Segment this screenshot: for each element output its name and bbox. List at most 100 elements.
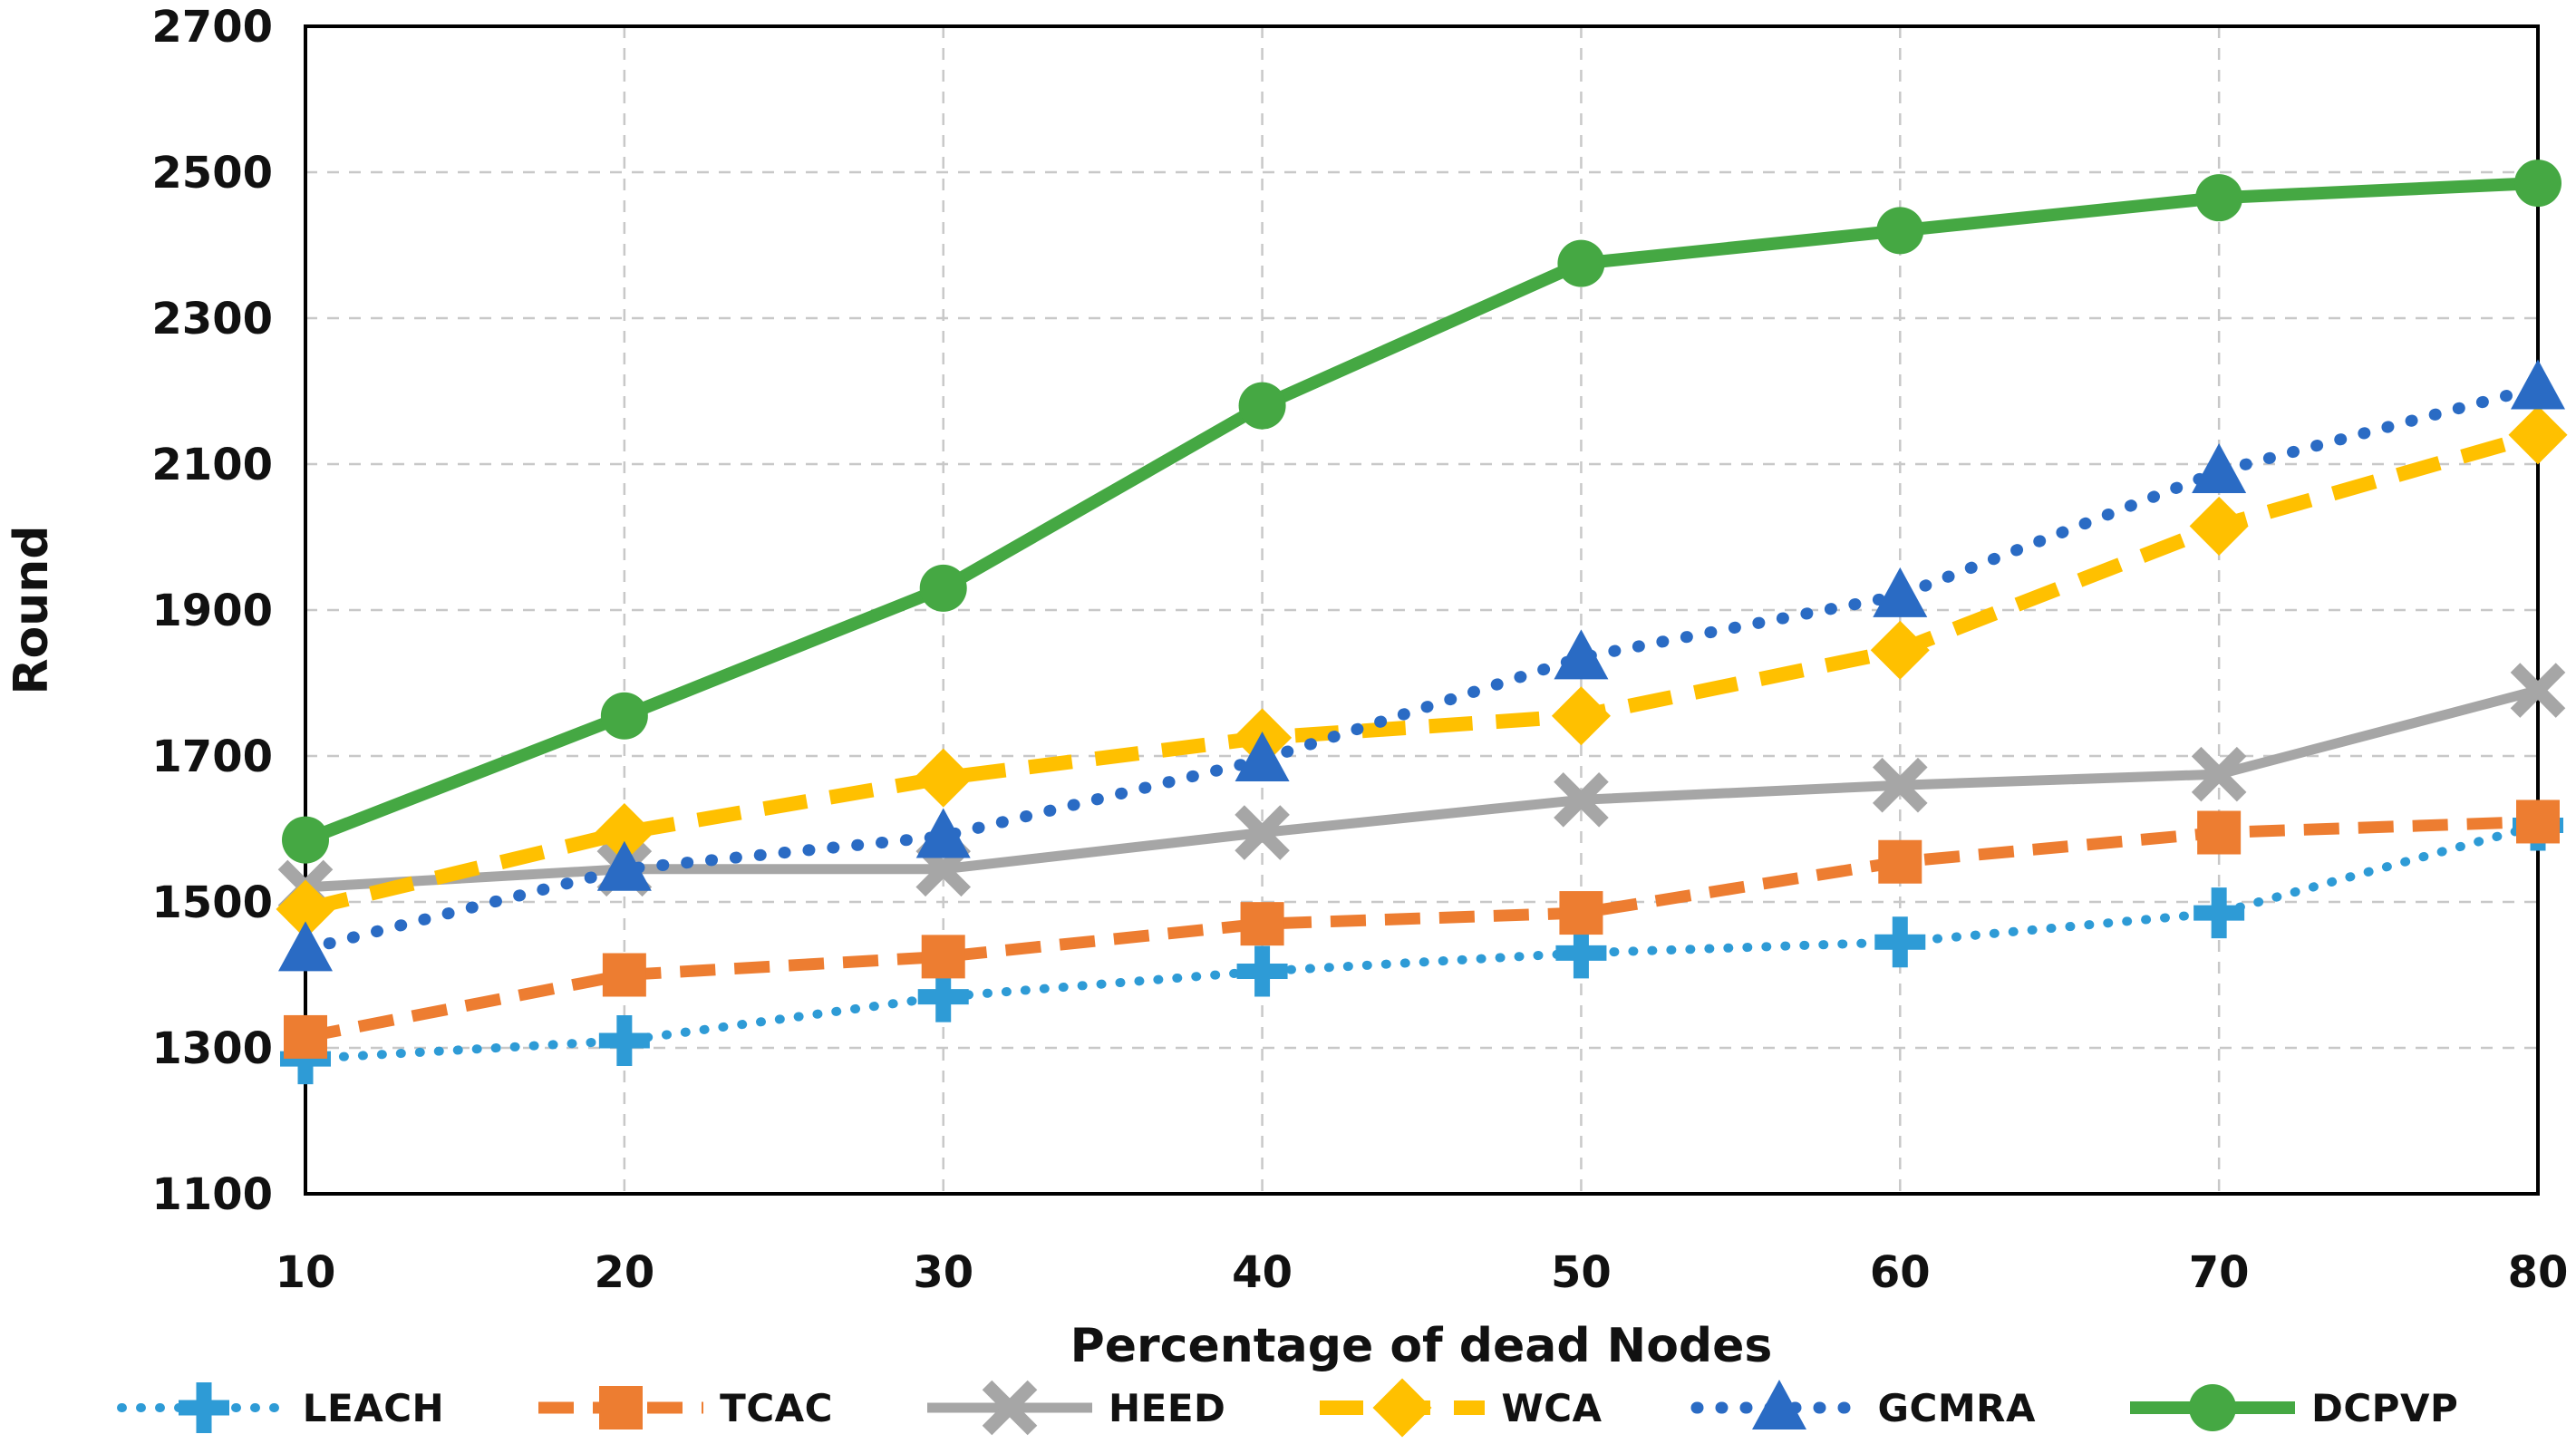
x-tick-label: 80	[2508, 1247, 2569, 1298]
marker-WCA	[914, 748, 973, 808]
marker-WCA	[1870, 620, 1930, 680]
legend-label-GCMRA: GCMRA	[1877, 1385, 2036, 1430]
marker-DCPVP	[1238, 382, 1286, 430]
marker-legend-LEACH	[178, 1382, 229, 1433]
legend-label-TCAC: TCAC	[720, 1385, 833, 1430]
marker-GCMRA	[1554, 629, 1609, 680]
legend-item-DCPVP: DCPVP	[2126, 1379, 2458, 1437]
marker-LEACH	[1874, 916, 1926, 968]
series-line-LEACH	[301, 820, 2542, 1064]
marker-TCAC	[921, 935, 965, 979]
series-line-TCAC	[304, 815, 2539, 1043]
marker-DCPVP	[2195, 174, 2243, 222]
marker-WCA	[1551, 686, 1611, 746]
marker-HEED	[1554, 771, 1609, 828]
legend-label-HEED: HEED	[1108, 1385, 1226, 1430]
y-axis-title: Round	[5, 525, 59, 694]
x-tick-label: 40	[1232, 1247, 1293, 1298]
series-GCMRA	[278, 359, 2565, 972]
legend-sample-GCMRA	[1690, 1380, 1868, 1429]
marker-DCPVP	[1557, 239, 1605, 287]
marker-DCPVP	[2514, 160, 2561, 208]
y-tick-label: 1900	[151, 586, 273, 636]
legend-sample-LEACH	[116, 1382, 291, 1433]
x-tick-label: 50	[1551, 1247, 1612, 1298]
marker-LEACH	[2193, 887, 2245, 939]
plot-area: 1100 1300 1500 1700 1900 2100 2300 2500 2700 10 20…	[151, 2, 2568, 1298]
y-tick-label: 2100	[151, 440, 273, 490]
y-tick-label: 1100	[151, 1169, 273, 1220]
marker-WCA	[2508, 405, 2568, 465]
x-tick-label: 70	[2189, 1247, 2250, 1298]
marker-DCPVP	[1876, 207, 1924, 255]
marker-legend-WCA	[1372, 1378, 1432, 1438]
legend-sample-TCAC	[538, 1386, 704, 1429]
marker-WCA	[2189, 496, 2249, 556]
y-tick-label: 2300	[151, 294, 273, 344]
x-tick-label: 30	[913, 1247, 973, 1298]
marker-HEED	[1235, 805, 1290, 860]
series-line-WCA	[304, 428, 2541, 916]
legend-label-LEACH: LEACH	[302, 1385, 445, 1430]
marker-GCMRA	[596, 840, 652, 891]
marker-TCAC	[1559, 891, 1603, 935]
legend-item-WCA: WCA	[1316, 1378, 1603, 1438]
marker-GCMRA	[1235, 732, 1290, 782]
x-axis-title: Percentage of dead Nodes	[1070, 1319, 1773, 1373]
series-line-HEED	[305, 685, 2540, 893]
series-TCAC	[284, 800, 2560, 1059]
x-tick-label: 10	[276, 1247, 336, 1298]
marker-TCAC	[1240, 902, 1284, 946]
legend-sample-WCA	[1320, 1378, 1486, 1438]
marker-HEED	[1872, 757, 1928, 813]
marker-LEACH	[1555, 927, 1607, 979]
legend-item-LEACH: LEACH	[116, 1379, 445, 1437]
marker-TCAC	[602, 953, 646, 997]
legend-label-WCA: WCA	[1501, 1385, 1603, 1430]
marker-LEACH	[598, 1014, 650, 1066]
legend: LEACH TCAC HEED WCA GCMRA DCPVP	[0, 1374, 2576, 1441]
marker-GCMRA	[1873, 567, 1928, 617]
marker-DCPVP	[600, 692, 648, 740]
marker-legend-GCMRA	[1751, 1380, 1806, 1429]
marker-legend-HEED	[982, 1380, 1038, 1436]
y-tick-label: 1500	[151, 877, 273, 928]
marker-GCMRA	[278, 921, 333, 972]
marker-DCPVP	[282, 816, 329, 864]
marker-TCAC	[2197, 810, 2242, 855]
marker-legend-DCPVP	[2188, 1384, 2236, 1431]
legend-label-DCPVP: DCPVP	[2310, 1385, 2459, 1430]
plot-frame	[304, 24, 2540, 1196]
series-line-DCPVP	[303, 177, 2539, 847]
y-tick-label: 1300	[151, 1023, 273, 1074]
y-tick-label: 1700	[151, 732, 273, 782]
marker-WCA	[276, 879, 335, 939]
series-line-GCMRA	[299, 381, 2544, 955]
marker-GCMRA	[915, 808, 971, 858]
series-DCPVP	[282, 160, 2561, 864]
legend-item-HEED: HEED	[924, 1379, 1225, 1437]
marker-LEACH	[1236, 945, 1288, 997]
marker-HEED	[2191, 746, 2247, 802]
marker-LEACH	[917, 971, 969, 1022]
marker-TCAC	[2516, 800, 2560, 844]
x-tick-label: 20	[594, 1247, 654, 1298]
y-tick-label: 2500	[151, 148, 273, 199]
marker-TCAC	[1878, 839, 1922, 884]
legend-item-GCMRA: GCMRA	[1690, 1379, 2036, 1437]
legend-sample-HEED	[926, 1380, 1092, 1436]
x-tick-label: 60	[1870, 1247, 1931, 1298]
y-tick-label: 2700	[151, 2, 273, 53]
marker-HEED	[2510, 663, 2566, 718]
legend-sample-DCPVP	[2129, 1384, 2295, 1431]
marker-GCMRA	[2511, 359, 2565, 410]
marker-TCAC	[284, 1014, 327, 1059]
marker-WCA	[595, 802, 654, 863]
marker-GCMRA	[2192, 443, 2247, 494]
series-WCA	[276, 405, 2568, 939]
legend-item-TCAC: TCAC	[535, 1379, 833, 1437]
marker-legend-TCAC	[599, 1386, 644, 1429]
marker-DCPVP	[919, 564, 967, 612]
